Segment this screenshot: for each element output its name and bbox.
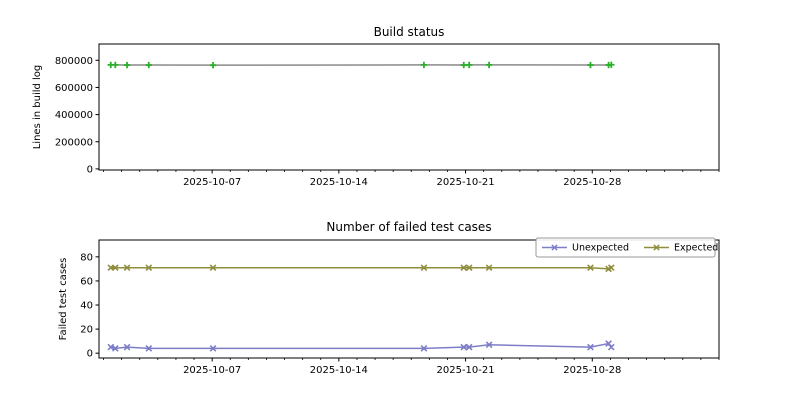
failed-tests-chart: 0 20 40 60 80 2025-10-07 2025-10-14 2025-10-21 2…: [58, 220, 720, 376]
legend-label: Unexpected: [572, 243, 629, 254]
series-markers-lines-in-build-log: [107, 61, 615, 69]
x-tick-label: 2025-10-28: [563, 365, 621, 376]
y-tick-label: 40: [80, 301, 93, 312]
y-tick-label: 200000: [55, 137, 93, 148]
legend: Unexpected Expected: [535, 237, 718, 258]
x-tick-label: 2025-10-14: [310, 177, 368, 188]
series-line-expected: [110, 266, 612, 270]
y-tick-label: 80: [80, 252, 93, 263]
y-axis-label: Lines in build log: [32, 65, 43, 150]
legend-marker-x-icon: [653, 244, 660, 251]
x-tick-label: 2025-10-14: [310, 365, 368, 376]
x-tick-label: 2025-10-21: [437, 177, 495, 188]
axes-frame: [98, 239, 720, 359]
series-line-unexpected: [110, 342, 612, 350]
x-tick-label: 2025-10-07: [183, 365, 241, 376]
x-tick-label: 2025-10-07: [183, 177, 241, 188]
x-tick-label: 2025-10-28: [563, 177, 621, 188]
y-tick-label: 0: [87, 349, 93, 360]
y-tick-label: 20: [80, 325, 93, 336]
chart-title: Build status: [374, 25, 445, 39]
y-tick-label: 60: [80, 276, 93, 287]
series-markers-unexpected: [107, 340, 615, 352]
y-tick-label: 800000: [55, 56, 93, 67]
legend-label: Expected: [674, 243, 718, 254]
y-axis-label: Failed test cases: [58, 258, 69, 341]
axes-frame: [98, 43, 720, 171]
chart-title: Number of failed test cases: [326, 220, 491, 234]
y-tick-label: 600000: [55, 83, 93, 94]
y-tick-label: 400000: [55, 110, 93, 121]
x-tick-label: 2025-10-21: [437, 365, 495, 376]
y-tick-label: 0: [87, 164, 93, 175]
series-markers-expected: [107, 264, 615, 273]
build-status-chart: 0 200000 400000 600000 800000 2025-10-07 2025-…: [32, 25, 720, 188]
legend-box: [535, 237, 716, 258]
legend-marker-x-icon: [551, 244, 558, 251]
